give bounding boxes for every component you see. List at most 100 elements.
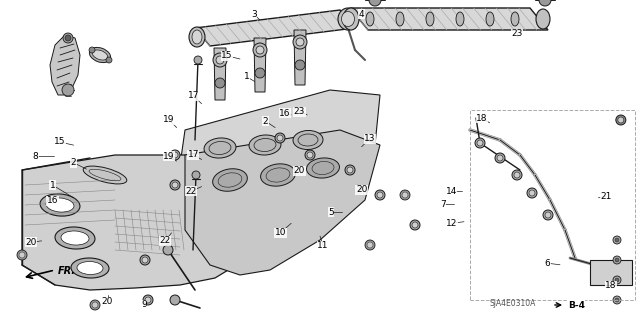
Polygon shape	[294, 30, 306, 85]
Ellipse shape	[55, 227, 95, 249]
Ellipse shape	[61, 231, 89, 245]
Circle shape	[215, 78, 225, 88]
Circle shape	[613, 276, 621, 284]
Circle shape	[305, 150, 315, 160]
Circle shape	[253, 43, 267, 57]
Text: 20: 20	[294, 166, 305, 175]
Ellipse shape	[307, 158, 339, 178]
Text: 17: 17	[188, 91, 199, 100]
Ellipse shape	[192, 30, 202, 44]
Ellipse shape	[71, 258, 109, 278]
Circle shape	[345, 165, 355, 175]
Circle shape	[365, 240, 375, 250]
Ellipse shape	[249, 135, 281, 155]
Circle shape	[194, 56, 202, 64]
Text: 15: 15	[54, 137, 65, 146]
Circle shape	[512, 170, 522, 180]
Polygon shape	[50, 35, 80, 95]
Text: 17: 17	[188, 150, 199, 159]
Circle shape	[295, 60, 305, 70]
Circle shape	[613, 256, 621, 264]
Circle shape	[145, 297, 151, 303]
Text: 19: 19	[163, 115, 175, 124]
Text: 20: 20	[102, 297, 113, 306]
Text: 18: 18	[605, 281, 617, 290]
Ellipse shape	[293, 130, 323, 150]
Ellipse shape	[343, 8, 359, 30]
Circle shape	[62, 84, 74, 96]
Circle shape	[529, 190, 535, 196]
Polygon shape	[195, 10, 355, 46]
Circle shape	[170, 295, 180, 305]
Text: 2: 2	[71, 158, 76, 167]
Text: FR.: FR.	[58, 266, 76, 276]
Ellipse shape	[486, 12, 494, 26]
Circle shape	[514, 172, 520, 178]
Circle shape	[615, 258, 619, 262]
Circle shape	[613, 236, 621, 244]
Circle shape	[412, 222, 418, 228]
Circle shape	[172, 152, 178, 158]
Circle shape	[63, 33, 73, 43]
Text: 7: 7	[440, 200, 445, 209]
Circle shape	[410, 220, 420, 230]
Circle shape	[307, 152, 313, 158]
Circle shape	[543, 210, 553, 220]
Circle shape	[255, 68, 265, 78]
Circle shape	[347, 167, 353, 173]
Ellipse shape	[536, 9, 550, 29]
Text: 20: 20	[25, 238, 36, 247]
Ellipse shape	[426, 12, 434, 26]
Text: 20: 20	[356, 185, 367, 194]
Ellipse shape	[46, 198, 74, 212]
Text: 1: 1	[244, 72, 249, 81]
Circle shape	[275, 133, 285, 143]
Text: 1: 1	[50, 181, 55, 189]
Circle shape	[400, 190, 410, 200]
Circle shape	[618, 117, 624, 123]
Text: 12: 12	[446, 219, 458, 228]
Circle shape	[296, 38, 304, 46]
Text: 16: 16	[279, 109, 291, 118]
Polygon shape	[254, 38, 266, 92]
Text: 3: 3	[252, 10, 257, 19]
Ellipse shape	[40, 194, 80, 216]
Bar	[470, 110, 635, 300]
Circle shape	[89, 47, 95, 53]
Circle shape	[495, 153, 505, 163]
Ellipse shape	[189, 27, 205, 47]
Ellipse shape	[511, 12, 519, 26]
Polygon shape	[180, 90, 380, 180]
Text: 13: 13	[364, 134, 376, 143]
Text: 19: 19	[163, 152, 175, 161]
Polygon shape	[590, 260, 632, 285]
Ellipse shape	[396, 12, 404, 26]
Circle shape	[90, 300, 100, 310]
Ellipse shape	[204, 138, 236, 158]
Text: 8: 8	[33, 152, 38, 161]
Text: 18: 18	[476, 114, 488, 122]
Circle shape	[65, 35, 71, 41]
Circle shape	[497, 155, 503, 161]
Circle shape	[106, 57, 112, 63]
Circle shape	[293, 35, 307, 49]
Circle shape	[477, 140, 483, 146]
Circle shape	[170, 180, 180, 190]
Text: 21: 21	[600, 192, 612, 201]
Text: SJA4E0310A: SJA4E0310A	[490, 299, 536, 308]
Ellipse shape	[456, 12, 464, 26]
Circle shape	[615, 298, 619, 302]
Text: 22: 22	[159, 236, 171, 245]
Circle shape	[367, 242, 373, 248]
Circle shape	[402, 192, 408, 198]
Polygon shape	[185, 130, 380, 275]
Text: 6: 6	[545, 259, 550, 268]
Ellipse shape	[92, 50, 108, 60]
Circle shape	[369, 0, 381, 6]
Circle shape	[163, 245, 173, 255]
Circle shape	[277, 135, 283, 141]
Ellipse shape	[260, 164, 296, 186]
Circle shape	[615, 238, 619, 242]
Circle shape	[615, 278, 619, 282]
Text: 23: 23	[511, 29, 523, 38]
